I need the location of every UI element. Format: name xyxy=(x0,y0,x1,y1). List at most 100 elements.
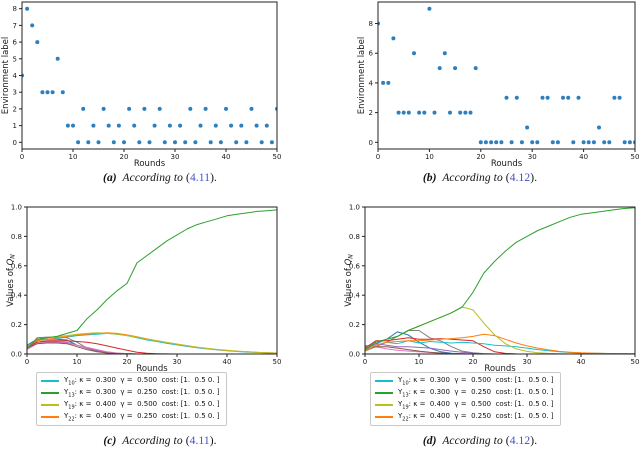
scatter-point xyxy=(91,123,96,128)
caption-paren-close: ). xyxy=(209,435,217,447)
scatter-point xyxy=(178,123,183,128)
equation-ref-link[interactable]: 4.11 xyxy=(189,435,210,447)
plot-data-area xyxy=(378,6,635,145)
scatter-point xyxy=(203,106,208,111)
scatter-point xyxy=(229,123,234,128)
line-series xyxy=(365,337,635,354)
x-tick-label: 50 xyxy=(631,358,640,366)
line-series xyxy=(365,344,635,354)
scatter-point xyxy=(504,95,509,100)
y-tick-label: 8 xyxy=(13,5,17,13)
caption-label: (b) xyxy=(422,172,437,184)
scatter-point xyxy=(81,106,86,111)
scatter-point xyxy=(86,140,91,145)
scatter-point xyxy=(386,80,391,85)
plot-data-area xyxy=(22,6,277,145)
scatter-point xyxy=(417,110,422,115)
scatter-point xyxy=(525,125,530,130)
scatter-point xyxy=(448,110,452,115)
scatter-point xyxy=(535,140,540,145)
line-series xyxy=(365,330,635,354)
scatter-point xyxy=(463,110,468,115)
subfigure-a: 0 10 20 30 40 50 0 1 2 3 4 5 6 7 8 Rounds Environment la… xyxy=(0,0,320,195)
caption-text: According to xyxy=(442,172,503,184)
caption-paren-open: ( xyxy=(185,435,190,447)
y-tick-label: 4 xyxy=(369,79,374,87)
scatter-point xyxy=(218,140,223,145)
scatter-point xyxy=(147,140,152,145)
scatter-point xyxy=(188,106,193,111)
scatter-point xyxy=(586,140,591,145)
scatter-point xyxy=(571,140,576,145)
plot-data-area xyxy=(365,207,635,354)
scatter-point xyxy=(137,140,142,145)
scatter-point xyxy=(396,110,401,115)
scatter-point xyxy=(116,123,121,128)
y-tick-label: 1 xyxy=(13,122,17,130)
x-tick-label: 30 xyxy=(528,153,537,161)
scatter-point xyxy=(612,95,617,100)
x-axis-label: Rounds xyxy=(491,159,523,169)
y-tick-label: 0.4 xyxy=(11,292,23,300)
line-series xyxy=(365,346,635,354)
subfigure-d: 0 10 20 30 40 50 0.0 0.2 0.4 0.6 0.8 1.0 Rounds Value… xyxy=(320,195,640,460)
scatter-point xyxy=(406,110,411,115)
scatter-point xyxy=(101,106,106,111)
equation-ref-link[interactable]: 4.12 xyxy=(509,172,531,184)
scatter-point xyxy=(473,66,478,71)
x-axis-label: Rounds xyxy=(136,364,168,374)
equation-ref-link[interactable]: 4.12 xyxy=(509,435,531,447)
legend-line-swatch xyxy=(375,380,393,382)
scatter-point xyxy=(555,140,560,145)
scatter-point xyxy=(427,6,432,11)
line-plot-d: 0 10 20 30 40 50 0.0 0.2 0.4 0.6 0.8 1.0 Rounds Value… xyxy=(344,204,640,375)
caption-label: (d) xyxy=(422,435,437,447)
scatter-point xyxy=(622,140,627,145)
caption-b: (b) According to (4.12). xyxy=(320,172,640,184)
scatter-point xyxy=(494,140,499,145)
line-series-Y10 xyxy=(365,340,635,354)
caption-c: (c) According to (4.11). xyxy=(0,435,320,447)
scatter-point xyxy=(65,123,70,128)
scatter-point xyxy=(106,123,111,128)
scatter-point xyxy=(499,140,504,145)
axes-box xyxy=(364,206,636,355)
scatter-point xyxy=(519,140,524,145)
scatter-point xyxy=(198,123,203,128)
y-tick-label: 0.2 xyxy=(11,321,22,329)
legend-c: Y10: κ = 0.300 γ = 0.500 cost: [1. 0.5 0… xyxy=(36,372,227,426)
legend-entry: Y10: κ = 0.300 γ = 0.500 cost: [1. 0.5 0… xyxy=(41,375,220,387)
x-tick-label: 20 xyxy=(469,358,478,366)
scatter-point xyxy=(561,95,565,100)
equation-ref-link[interactable]: 4.11 xyxy=(189,172,211,184)
scatter-point xyxy=(489,140,494,145)
scatter-point xyxy=(142,106,147,111)
y-axis-label: Environment label xyxy=(357,37,367,115)
scatter-point xyxy=(381,80,386,85)
y-tick-label: 0.0 xyxy=(349,351,360,359)
scatter-point xyxy=(514,95,519,100)
scatter-point xyxy=(45,90,50,95)
scatter-point xyxy=(412,51,416,56)
caption-paren-open: ( xyxy=(505,435,510,447)
x-tick-label: 10 xyxy=(69,153,78,161)
y-tick-label: 0.8 xyxy=(11,233,22,241)
legend-d: Y10: κ = 0.300 γ = 0.500 cost: [1. 0.5 0… xyxy=(370,372,561,426)
legend-line-swatch xyxy=(41,392,59,394)
scatter-point xyxy=(224,106,228,111)
legend-label: Y22: κ = 0.400 γ = 0.250 cost: [1. 0.5 0… xyxy=(64,411,220,423)
y-tick-label: 1.0 xyxy=(349,204,360,212)
caption-text: According to xyxy=(442,435,503,447)
y-tick-label: 0.8 xyxy=(349,233,360,241)
x-tick-label: 10 xyxy=(415,358,424,366)
y-tick-label: 2 xyxy=(369,109,373,117)
scatter-point xyxy=(468,110,473,115)
scatter-point xyxy=(96,140,101,145)
y-tick-label: 8 xyxy=(369,20,373,28)
scatter-point xyxy=(35,40,40,45)
scatter-point xyxy=(602,140,607,145)
scatter-point xyxy=(607,140,612,145)
x-tick-label: 0 xyxy=(376,153,380,161)
scatter-point xyxy=(627,140,632,145)
